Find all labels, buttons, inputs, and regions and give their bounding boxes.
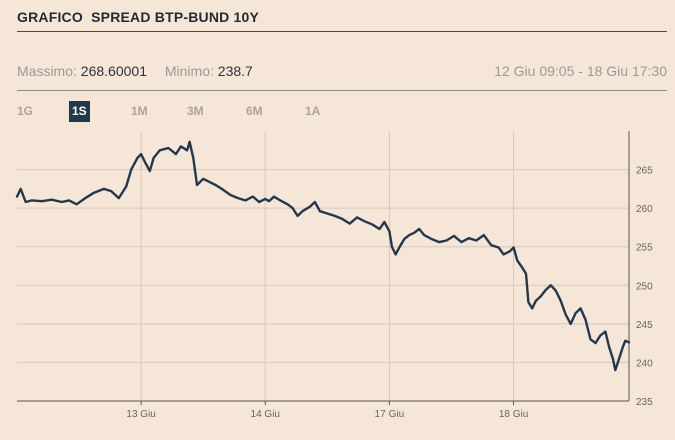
y-tick-label: 245 (636, 320, 653, 331)
stats-divider (17, 90, 667, 91)
period-tab-1s[interactable]: 1S (69, 101, 90, 122)
stats-bar: Massimo: 268.60001 Minimo: 238.7 (17, 63, 253, 79)
period-tab-1g[interactable]: 1G (17, 104, 34, 118)
period-tab-1m[interactable]: 1M (131, 104, 148, 118)
x-tick-label: 14 Giu (251, 409, 280, 420)
max-label: Massimo: (17, 63, 77, 79)
min-label: Minimo: (164, 63, 214, 79)
spread-series-line (15, 140, 631, 372)
y-tick-label: 265 (636, 166, 653, 177)
date-range: 12 Giu 09:05 - 18 Giu 17:30 (494, 63, 667, 79)
x-tick-label: 17 Giu (375, 409, 404, 420)
spread-line-chart: 235 240 245 250 255 260 265 13 Giu 14 Giu 17 Giu 1… (15, 131, 653, 420)
title-divider (17, 31, 667, 32)
y-tick-label: 255 (636, 243, 653, 254)
min-value: 238.7 (217, 63, 253, 79)
x-tick-label: 18 Giu (499, 409, 528, 420)
y-tick-label: 235 (636, 397, 653, 408)
period-tab-6m[interactable]: 6M (246, 104, 263, 118)
period-tab-3m[interactable]: 3M (187, 104, 204, 118)
x-tick-label: 13 Giu (126, 409, 155, 420)
max-value: 268.60001 (80, 63, 147, 79)
y-tick-label: 250 (636, 281, 653, 292)
chart-title: GRAFICO SPREAD BTP-BUND 10Y (17, 9, 260, 25)
period-tab-1a[interactable]: 1A (305, 104, 321, 118)
y-tick-label: 240 (636, 358, 653, 369)
y-tick-label: 260 (636, 204, 653, 215)
